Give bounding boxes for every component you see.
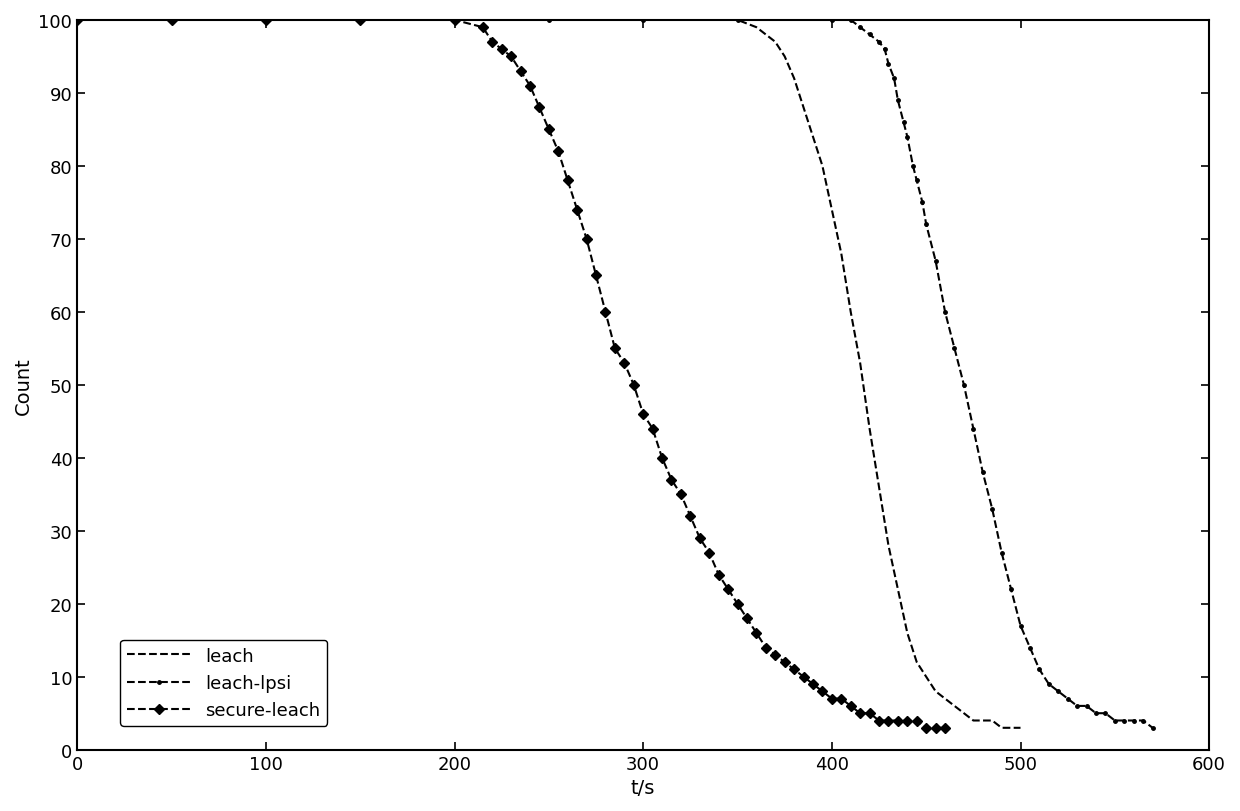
leach bbox=[806, 133, 821, 143]
leach-lpsi bbox=[1145, 723, 1159, 733]
leach-lpsi bbox=[258, 16, 273, 26]
leach-lpsi bbox=[905, 161, 920, 171]
secure-leach bbox=[522, 82, 537, 92]
leach bbox=[994, 723, 1009, 733]
secure-leach bbox=[937, 723, 952, 733]
secure-leach bbox=[929, 723, 944, 733]
leach-lpsi bbox=[542, 16, 557, 26]
leach bbox=[655, 16, 670, 26]
leach-lpsi bbox=[929, 256, 944, 266]
leach-lpsi bbox=[1097, 709, 1112, 719]
leach-lpsi bbox=[890, 97, 905, 106]
secure-leach bbox=[551, 148, 565, 157]
leach-lpsi bbox=[853, 24, 868, 33]
leach-lpsi bbox=[1089, 709, 1104, 719]
leach-lpsi bbox=[1070, 702, 1085, 711]
leach bbox=[69, 16, 84, 26]
leach-lpsi bbox=[1032, 665, 1047, 675]
secure-leach bbox=[919, 723, 934, 733]
leach-lpsi bbox=[937, 307, 952, 317]
leach-lpsi bbox=[919, 220, 934, 230]
leach-lpsi bbox=[897, 118, 911, 128]
leach-lpsi bbox=[69, 16, 84, 26]
leach-lpsi bbox=[1050, 687, 1065, 697]
Line: leach: leach bbox=[77, 21, 1021, 728]
leach-lpsi bbox=[1003, 585, 1018, 594]
leach-lpsi bbox=[915, 198, 930, 208]
leach-lpsi bbox=[900, 133, 915, 143]
Line: secure-leach: secure-leach bbox=[73, 17, 949, 732]
leach-lpsi bbox=[966, 424, 981, 434]
leach-lpsi bbox=[1126, 716, 1141, 726]
leach-lpsi bbox=[1117, 716, 1132, 726]
leach bbox=[1013, 723, 1028, 733]
leach-lpsi bbox=[1023, 643, 1038, 653]
X-axis label: t/s: t/s bbox=[631, 778, 656, 797]
leach-lpsi bbox=[1013, 621, 1028, 631]
leach-lpsi bbox=[887, 75, 901, 84]
leach-lpsi bbox=[909, 176, 924, 186]
leach-lpsi bbox=[985, 504, 999, 514]
leach-lpsi bbox=[1042, 680, 1056, 689]
leach bbox=[221, 16, 236, 26]
leach-lpsi bbox=[825, 16, 839, 26]
leach-lpsi bbox=[947, 344, 962, 354]
secure-leach bbox=[69, 16, 84, 26]
Line: leach-lpsi: leach-lpsi bbox=[73, 17, 1156, 732]
secure-leach bbox=[616, 358, 631, 368]
leach-lpsi bbox=[880, 60, 895, 70]
leach-lpsi bbox=[872, 38, 887, 48]
leach bbox=[560, 16, 575, 26]
leach-lpsi bbox=[1107, 716, 1122, 726]
leach-lpsi bbox=[448, 16, 463, 26]
secure-leach bbox=[880, 716, 895, 726]
leach-lpsi bbox=[877, 45, 892, 55]
Legend: leach, leach-lpsi, secure-leach: leach, leach-lpsi, secure-leach bbox=[120, 640, 327, 726]
leach-lpsi bbox=[956, 380, 971, 390]
leach-lpsi bbox=[636, 16, 651, 26]
secure-leach bbox=[485, 38, 500, 48]
leach-lpsi bbox=[1079, 702, 1094, 711]
leach-lpsi bbox=[1136, 716, 1151, 726]
leach-lpsi bbox=[730, 16, 745, 26]
leach bbox=[796, 104, 811, 114]
leach-lpsi bbox=[843, 16, 858, 26]
leach-lpsi bbox=[164, 16, 179, 26]
leach bbox=[730, 16, 745, 26]
leach-lpsi bbox=[994, 548, 1009, 558]
leach-lpsi bbox=[976, 468, 991, 478]
leach-lpsi bbox=[352, 16, 367, 26]
Y-axis label: Count: Count bbox=[14, 357, 33, 414]
leach-lpsi bbox=[862, 31, 877, 41]
leach-lpsi bbox=[1060, 694, 1075, 704]
